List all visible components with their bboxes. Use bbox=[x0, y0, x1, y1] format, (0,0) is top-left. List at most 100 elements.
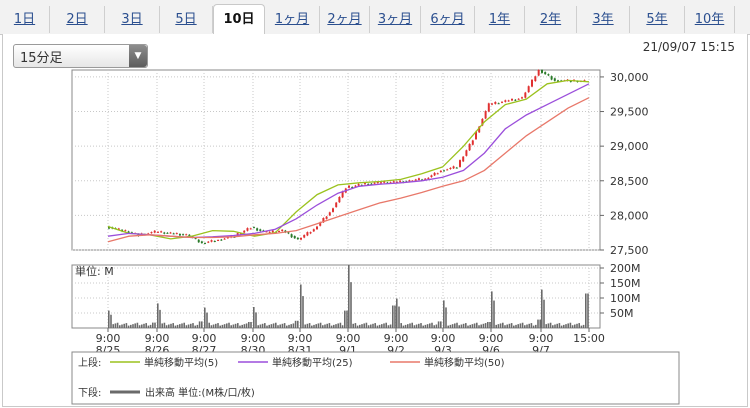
volume-bar bbox=[306, 323, 309, 328]
tab-3[interactable]: 3日 bbox=[105, 6, 160, 33]
tab-9[interactable]: 6ヶ月 bbox=[421, 6, 475, 33]
volume-bar bbox=[524, 325, 526, 328]
candle-body bbox=[357, 184, 360, 186]
volume-bar bbox=[168, 324, 170, 328]
volume-bar bbox=[465, 323, 467, 328]
interval-select[interactable]: 15分足 ▼ bbox=[13, 44, 148, 68]
candle-body bbox=[399, 180, 402, 182]
candle-body bbox=[501, 101, 503, 103]
candle-body bbox=[373, 182, 376, 184]
volume-bar bbox=[179, 324, 181, 328]
volume-bar bbox=[365, 322, 368, 328]
volume-plot-frame bbox=[71, 264, 601, 329]
volume-bar bbox=[319, 322, 322, 328]
price-plot-frame bbox=[71, 69, 601, 251]
volume-bar bbox=[482, 323, 485, 328]
candle-body bbox=[511, 98, 513, 101]
volume-bar bbox=[473, 323, 476, 328]
price-tick-label: 30,000 bbox=[610, 71, 649, 84]
volume-bar bbox=[385, 322, 387, 328]
volume-bar bbox=[283, 323, 286, 328]
volume-bar bbox=[201, 321, 203, 328]
candle-body bbox=[491, 103, 493, 105]
volume-bar bbox=[228, 322, 230, 328]
timestamp: 21/09/07 15:15 bbox=[642, 40, 735, 54]
volume-bar bbox=[565, 324, 567, 328]
candle-body bbox=[259, 229, 262, 231]
volume-bar bbox=[268, 324, 270, 328]
volume-bar bbox=[374, 323, 376, 328]
ma-line-3 bbox=[107, 97, 590, 243]
volume-bar bbox=[292, 323, 295, 328]
x-time-label: 9:00 bbox=[145, 332, 170, 345]
candle-body bbox=[246, 228, 249, 231]
price-tick-label: 29,000 bbox=[610, 140, 649, 153]
tab-7[interactable]: 2ヶ月 bbox=[320, 6, 370, 33]
tab-14[interactable]: 10年 bbox=[685, 6, 735, 33]
candle-body bbox=[239, 233, 242, 235]
volume-bar bbox=[219, 325, 221, 328]
tab-8[interactable]: 3ヶ月 bbox=[370, 6, 421, 33]
volume-bar bbox=[210, 325, 213, 328]
volume-bar bbox=[243, 324, 246, 328]
candle-body bbox=[517, 98, 520, 100]
tab-2[interactable]: 2日 bbox=[50, 6, 105, 33]
tab-12[interactable]: 3年 bbox=[577, 6, 630, 33]
volume-bar bbox=[288, 324, 290, 328]
candle-body bbox=[281, 229, 284, 232]
candle-body bbox=[514, 99, 517, 101]
candle-body bbox=[553, 78, 556, 81]
volume-bar bbox=[451, 324, 454, 328]
price-tick-label: 27,500 bbox=[610, 244, 649, 257]
volume-bar bbox=[476, 322, 478, 328]
candle-body bbox=[547, 74, 550, 76]
volume-bar bbox=[547, 323, 550, 328]
volume-bar bbox=[363, 323, 365, 328]
candle-body bbox=[268, 231, 271, 233]
volume-bar bbox=[132, 324, 134, 328]
candle-body bbox=[223, 238, 226, 240]
volume-bar bbox=[226, 323, 228, 328]
candle-body bbox=[507, 100, 510, 102]
volume-bar bbox=[165, 325, 168, 328]
tab-6[interactable]: 1ヶ月 bbox=[265, 6, 320, 33]
tab-5[interactable]: 10日 bbox=[213, 4, 265, 36]
candle-body bbox=[521, 97, 523, 99]
candle-body bbox=[504, 100, 507, 102]
volume-bar bbox=[108, 310, 110, 328]
volume-bar bbox=[545, 324, 547, 328]
volume-bar bbox=[489, 322, 491, 328]
tab-1[interactable]: 1日 bbox=[0, 6, 50, 33]
candle-body bbox=[185, 234, 188, 236]
candle-body bbox=[497, 103, 500, 105]
candle-body bbox=[478, 126, 481, 133]
legend-series-name: 単純移動平均(50) bbox=[424, 356, 505, 369]
candle-body bbox=[217, 240, 220, 242]
volume-bar bbox=[422, 325, 424, 328]
volume-bar bbox=[383, 323, 385, 328]
candle-body bbox=[414, 179, 417, 181]
volume-bar bbox=[121, 324, 123, 328]
volume-bar bbox=[317, 323, 320, 328]
tab-13[interactable]: 5年 bbox=[630, 6, 685, 33]
volume-bar bbox=[204, 307, 206, 328]
volume-bar bbox=[554, 324, 556, 328]
tab-10[interactable]: 1年 bbox=[475, 6, 525, 33]
volume-tick-label: 200M bbox=[610, 262, 641, 275]
tab-11[interactable]: 2年 bbox=[525, 6, 577, 33]
volume-bar bbox=[250, 322, 252, 328]
volume-bar bbox=[147, 325, 150, 328]
volume-bar bbox=[176, 324, 179, 328]
volume-bar bbox=[517, 324, 519, 328]
volume-bar bbox=[311, 325, 313, 328]
candle-body bbox=[462, 156, 465, 162]
volume-bar bbox=[161, 323, 163, 328]
tab-4[interactable]: 5日 bbox=[160, 6, 213, 33]
candle-body bbox=[531, 79, 533, 87]
volume-bar bbox=[487, 322, 489, 328]
volume-bar bbox=[194, 325, 196, 328]
candle-body bbox=[449, 167, 452, 169]
volume-bar bbox=[445, 307, 447, 328]
volume-bar bbox=[352, 323, 354, 328]
